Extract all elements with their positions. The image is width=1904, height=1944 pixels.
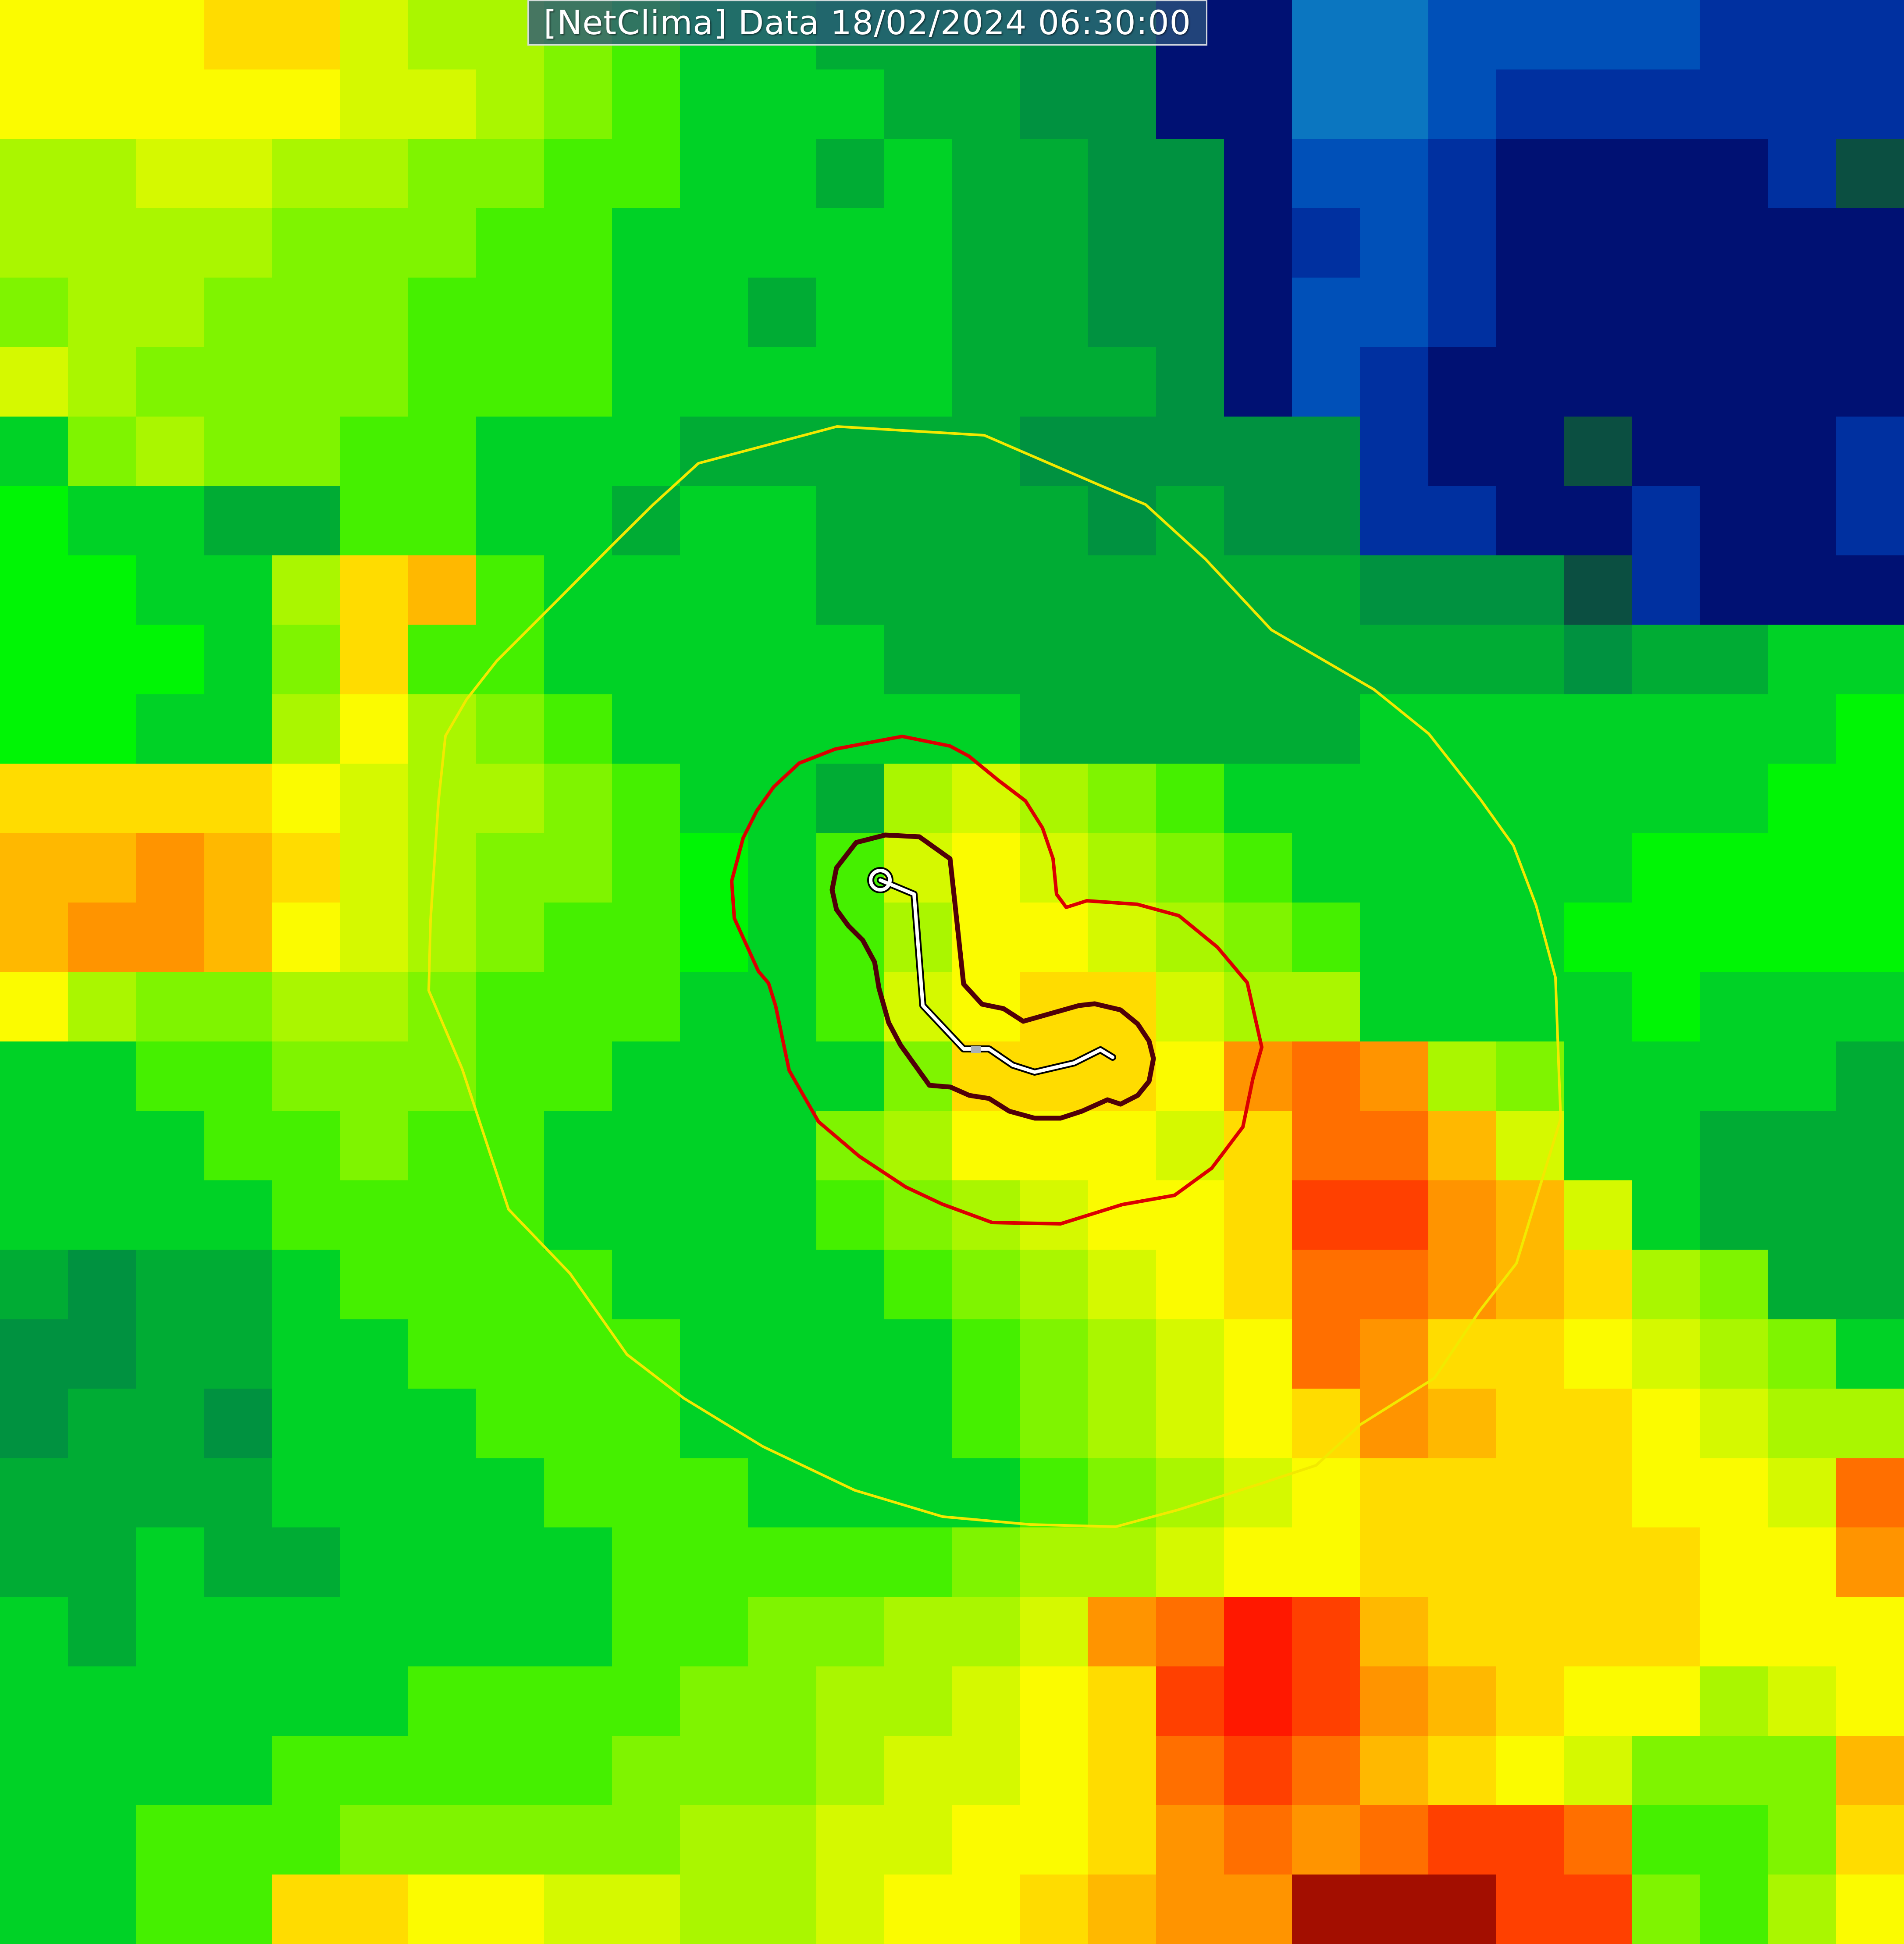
track-start-loop-icon (869, 869, 892, 892)
inner-threshold-contour (829, 832, 1156, 1121)
track-marker-icon (971, 1046, 981, 1053)
storm-track (867, 867, 1116, 1076)
outer-threshold-contour (427, 425, 1562, 1528)
mid-threshold-contour (730, 735, 1263, 1226)
title-text: [NetClima] Data 18/02/2024 06:30:00 (544, 3, 1191, 42)
title-overlay: [NetClima] Data 18/02/2024 06:30:00 (527, 0, 1207, 46)
